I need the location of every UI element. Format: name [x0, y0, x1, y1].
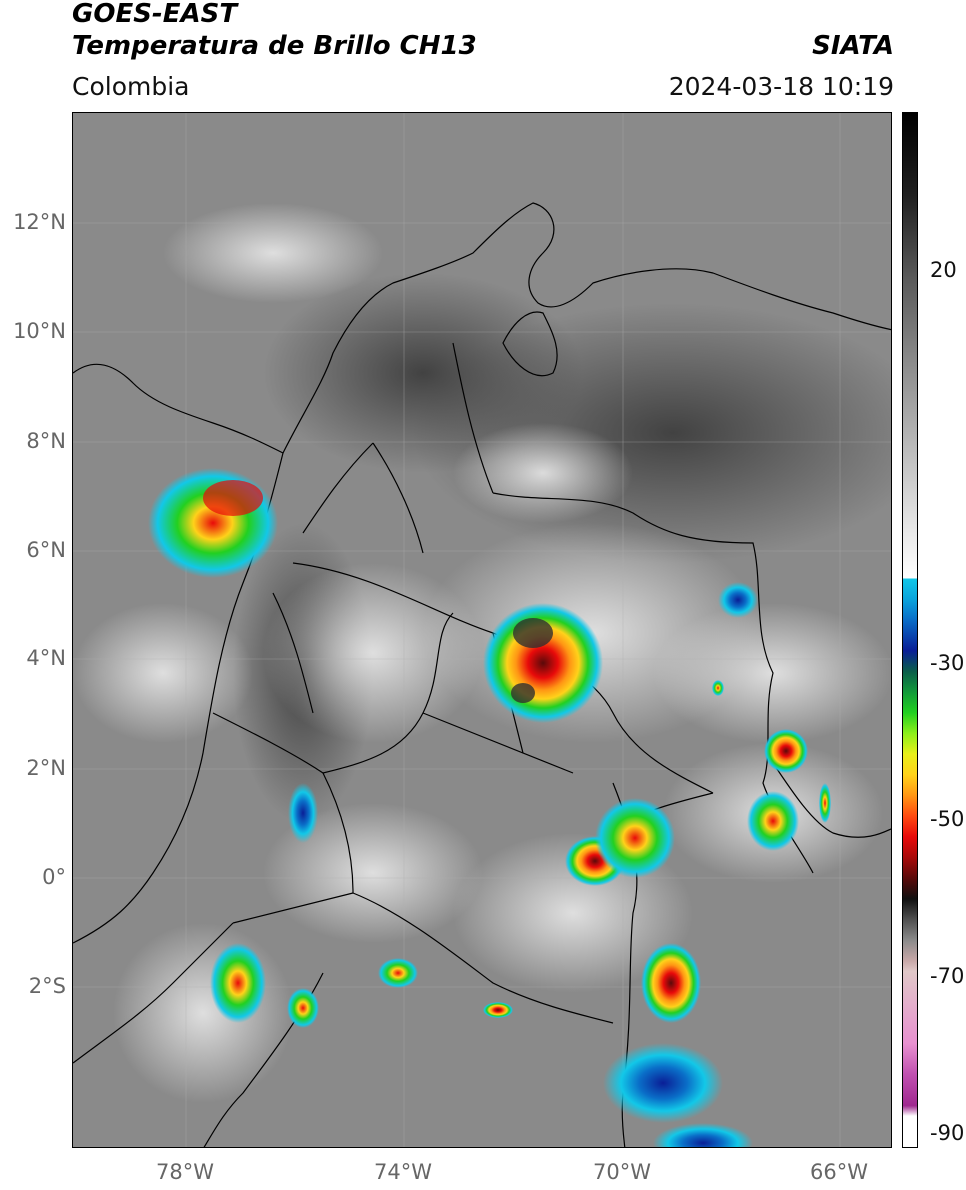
agency-label: SIATA — [812, 31, 894, 61]
colorbar-tick-label: -90 — [930, 1121, 965, 1145]
lat-tick-label: 0° — [42, 865, 66, 889]
lat-tick-label: 2°N — [26, 756, 66, 780]
lat-tick-label: 6°N — [26, 538, 66, 562]
borders — [73, 202, 891, 1147]
colorbar-tick-label: -30 — [930, 651, 965, 675]
colorbar-tick-label: 20 — [930, 258, 957, 282]
graticule — [73, 113, 891, 1147]
lon-tick-label: 66°W — [810, 1160, 868, 1184]
lat-tick-label: 4°N — [26, 646, 66, 670]
lon-tick-label: 78°W — [156, 1160, 214, 1184]
lon-tick-label: 74°W — [374, 1160, 432, 1184]
storm-cells — [148, 468, 831, 1147]
lat-tick-label: 10°N — [13, 319, 66, 343]
satellite-title: GOES-EAST — [72, 0, 238, 29]
colorbar-tick-label: -70 — [930, 964, 965, 988]
product-title: Temperatura de Brillo CH13 — [72, 31, 477, 61]
map-canvas — [73, 113, 891, 1147]
timestamp-label: 2024-03-18 10:19 — [668, 72, 894, 101]
region-label: Colombia — [72, 72, 190, 101]
lat-tick-label: 2°S — [28, 974, 66, 998]
temperature-colorbar — [902, 112, 918, 1148]
lat-tick-label: 8°N — [26, 429, 66, 453]
colorbar-tick-label: -50 — [930, 807, 965, 831]
satellite-map — [72, 112, 892, 1148]
lon-tick-label: 70°W — [593, 1160, 651, 1184]
lat-tick-label: 12°N — [13, 210, 66, 234]
